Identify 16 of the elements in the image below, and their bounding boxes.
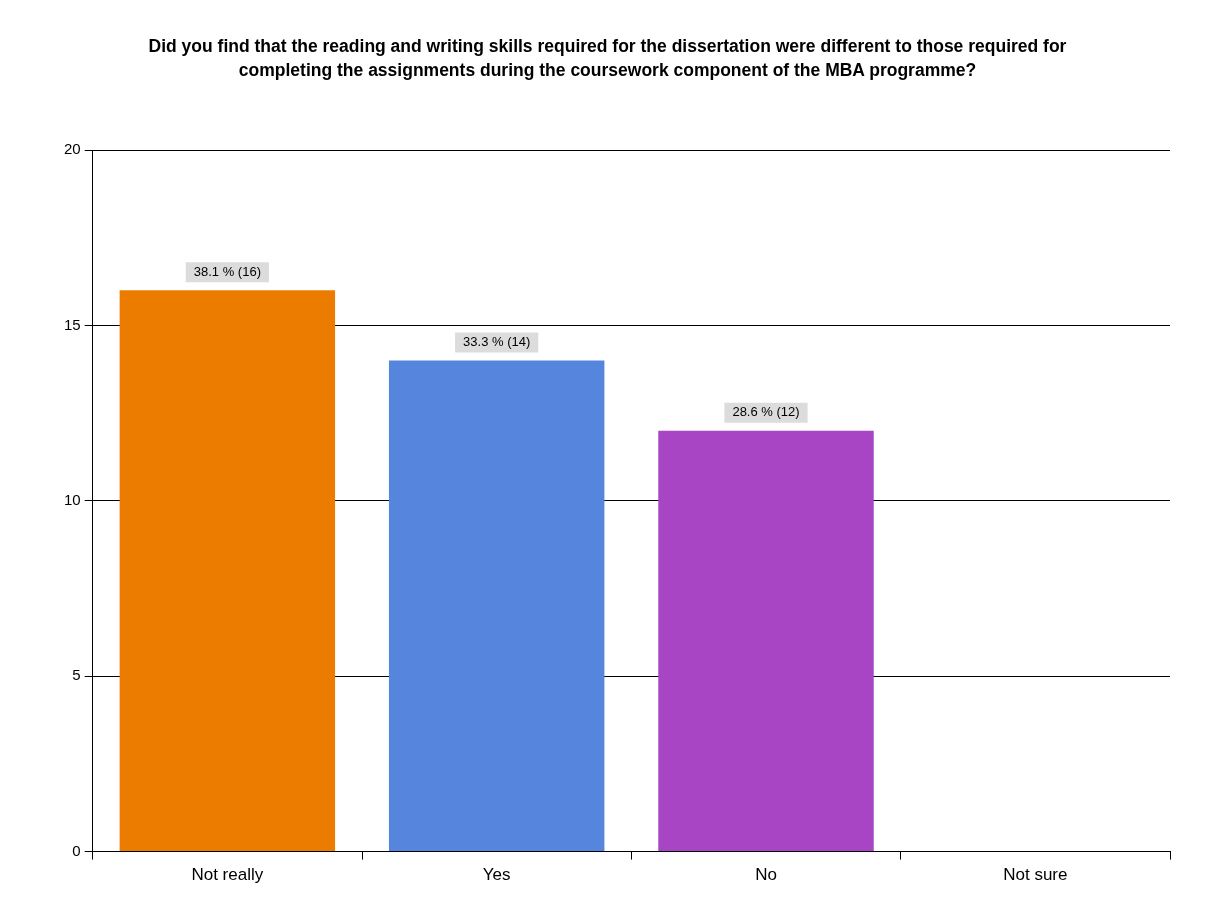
data-label: 28.6 % (12) <box>732 404 800 420</box>
x-tick-label: Not sure <box>1003 865 1068 885</box>
y-tick-label: 10 <box>64 490 81 508</box>
bar <box>119 290 336 852</box>
bar <box>658 430 874 852</box>
chart-title: Did you find that the reading and writing skills required for the dissertation were different to those required for completing the assignments during the coursework component of the MBA programme? <box>147 35 1068 82</box>
y-tick-label: 0 <box>72 841 81 859</box>
data-label: 38.1 % (16) <box>193 263 261 279</box>
data-label: 33.3 % (14) <box>463 334 531 350</box>
x-tick-label: No <box>755 865 777 885</box>
y-tick-label: 20 <box>64 140 81 158</box>
x-tick-label: Not really <box>191 865 264 885</box>
x-tick-label: Yes <box>482 865 511 885</box>
bar <box>388 360 605 852</box>
y-tick-label: 5 <box>72 666 81 684</box>
y-tick-label: 15 <box>64 315 81 333</box>
